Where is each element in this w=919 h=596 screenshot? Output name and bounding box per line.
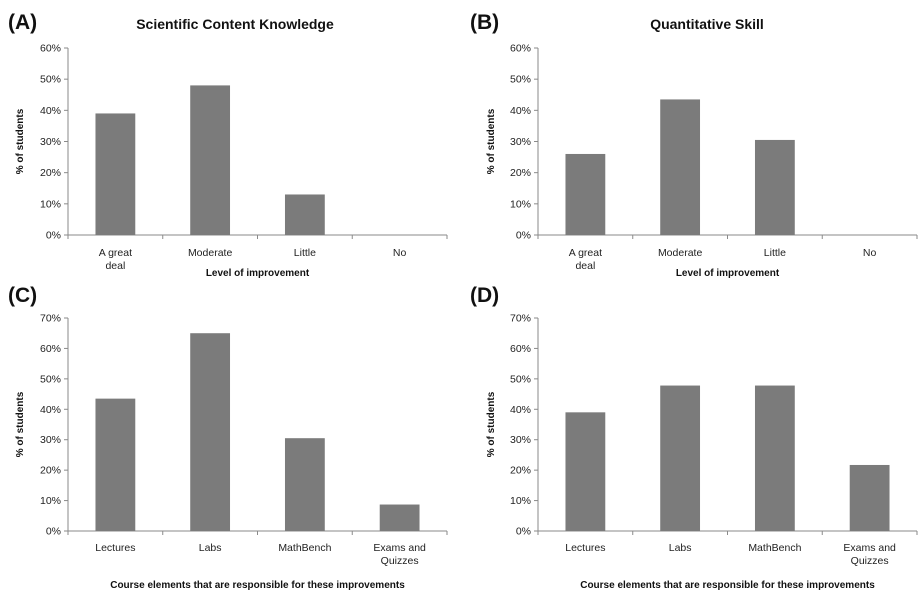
x-axis-title: Level of improvement: [676, 268, 780, 279]
x-category-label: Labs: [669, 542, 692, 554]
y-axis-title: % of students: [15, 108, 26, 174]
y-tick-label: 60%: [510, 43, 531, 55]
x-category-label-line: Exams and: [843, 542, 896, 554]
x-category-label: No: [863, 247, 877, 259]
y-tick-label: 20%: [510, 465, 531, 477]
x-category-label: Exams and Quizzes: [373, 542, 426, 567]
y-tick-label: 0%: [46, 526, 61, 538]
x-category-label: A great deal: [99, 247, 132, 272]
bar-1: [565, 153, 606, 235]
bar-3: [754, 385, 795, 531]
y-tick-label: 50%: [510, 373, 531, 385]
y-tick-label: 40%: [510, 404, 531, 416]
y-tick-label: 0%: [46, 230, 61, 242]
y-tick-label: 20%: [510, 167, 531, 179]
x-category-label: MathBench: [278, 542, 331, 554]
y-tick-label: 30%: [510, 136, 531, 148]
y-tick-label: 50%: [510, 74, 531, 86]
x-category-label-line: Quizzes: [381, 555, 419, 567]
x-category-label: Little: [764, 247, 786, 259]
bar-3: [284, 194, 325, 235]
chart-title: Scientific Content Knowledge: [136, 16, 334, 32]
chart-panel-2: (B) Quantitative Skill 0% 10% 20% 30% 40% 50% 60…: [470, 11, 918, 279]
y-tick-label: 70%: [510, 313, 531, 325]
x-category-label-line: deal: [575, 260, 595, 272]
x-category-label: MathBench: [748, 542, 801, 554]
chart-panel-1: (A) Scientific Content Knowledge 0% 10% 20% 3…: [8, 11, 448, 279]
y-axis-title: % of students: [486, 391, 497, 457]
y-tick-label: 20%: [40, 167, 61, 179]
x-category-label-line: Quizzes: [851, 555, 889, 567]
y-tick-label: 30%: [40, 136, 61, 148]
x-category-label: Moderate: [658, 247, 703, 259]
panel-letter: (B): [470, 11, 499, 34]
y-tick-label: 60%: [510, 343, 531, 355]
y-axis-title: % of students: [15, 391, 26, 457]
x-category-label: Moderate: [188, 247, 233, 259]
bar-1: [565, 412, 606, 531]
x-category-label: No: [393, 247, 407, 259]
bar-2: [190, 333, 231, 531]
x-category-label: Lectures: [95, 542, 135, 554]
x-category-label: Little: [294, 247, 316, 259]
y-tick-label: 10%: [510, 198, 531, 210]
x-category-label-line: deal: [105, 260, 125, 272]
y-tick-label: 30%: [510, 434, 531, 446]
x-category-label-line: A great: [99, 247, 132, 259]
x-category-label: Lectures: [565, 542, 605, 554]
y-tick-label: 50%: [40, 373, 61, 385]
bar-2: [660, 99, 701, 235]
bar-1: [95, 113, 136, 235]
y-tick-label: 0%: [516, 230, 531, 242]
bar-4: [379, 504, 420, 531]
y-tick-label: 10%: [40, 198, 61, 210]
chart-panel-3: (C) 0% 10% 20% 30% 40% 50% 60% 70% Lectures Labs Ma…: [8, 284, 448, 591]
y-axis-title: % of students: [486, 108, 497, 174]
y-tick-label: 70%: [40, 313, 61, 325]
bar-3: [284, 438, 325, 531]
panel-letter: (D): [470, 284, 499, 307]
x-category-label: Labs: [199, 542, 222, 554]
x-axis-title: Course elements that are responsible for…: [580, 580, 875, 591]
x-category-label-line: Exams and: [373, 542, 426, 554]
bar-2: [190, 85, 231, 236]
bar-3: [754, 139, 795, 235]
y-tick-label: 0%: [516, 526, 531, 538]
chart-panel-4: (D) 0% 10% 20% 30% 40% 50% 60% 70% Lectures Labs Ma…: [470, 284, 918, 591]
bar-1: [95, 398, 136, 531]
y-tick-label: 20%: [40, 465, 61, 477]
y-tick-label: 40%: [510, 105, 531, 117]
y-tick-label: 40%: [40, 404, 61, 416]
y-tick-label: 60%: [40, 43, 61, 55]
panel-letter: (C): [8, 284, 37, 307]
x-category-label: A great deal: [569, 247, 602, 272]
y-tick-label: 60%: [40, 343, 61, 355]
y-tick-label: 10%: [510, 495, 531, 507]
panel-letter: (A): [8, 11, 37, 34]
y-tick-label: 30%: [40, 434, 61, 446]
x-axis-title: Course elements that are responsible for…: [110, 580, 405, 591]
y-tick-label: 40%: [40, 105, 61, 117]
y-tick-label: 10%: [40, 495, 61, 507]
bar-2: [660, 385, 701, 531]
x-category-label: Exams and Quizzes: [843, 542, 896, 567]
bar-4: [849, 464, 890, 531]
x-category-label-line: A great: [569, 247, 602, 259]
x-axis-title: Level of improvement: [206, 268, 310, 279]
chart-title: Quantitative Skill: [650, 16, 764, 32]
y-tick-label: 50%: [40, 74, 61, 86]
